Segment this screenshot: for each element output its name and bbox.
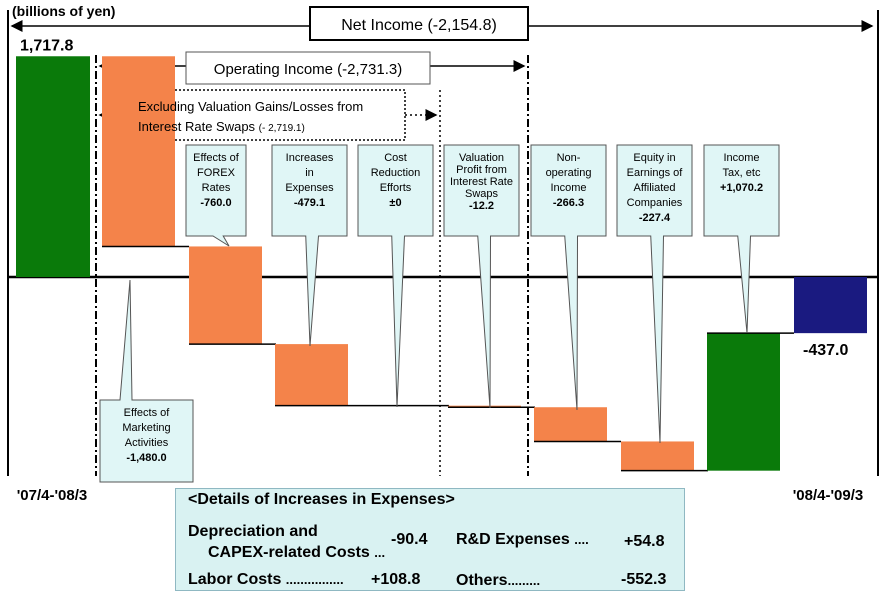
callout-value: -227.4: [639, 212, 671, 224]
callout-label: Cost: [384, 152, 407, 164]
callout-label: Non-: [557, 152, 581, 164]
bar-step-5: [448, 405, 521, 408]
callout-7: Equity in Earnings of Affiliated Companies -…: [616, 144, 693, 444]
operating-income-box: [185, 51, 431, 85]
callout-label: Activities: [125, 437, 169, 449]
callout-label: FOREX: [197, 167, 236, 179]
callout-value: +1,070.2: [720, 182, 763, 194]
bar-step-1: [102, 56, 175, 247]
callout-2: Effects of FOREX Rates -760.0: [185, 144, 247, 247]
bar-start: [16, 56, 90, 278]
rd-value: +54.8: [624, 533, 665, 550]
others-label: Others.........: [456, 572, 541, 589]
callout-value: ±0: [389, 197, 401, 209]
expense-details-panel: <Details of Increases in Expenses> Depre…: [175, 488, 685, 591]
callout-label: Profit from: [456, 164, 507, 176]
callout-label: Companies: [627, 197, 683, 209]
unit-label: (billions of yen): [12, 3, 115, 19]
callout-label: Swaps: [465, 188, 499, 200]
bar-step-3: [275, 344, 348, 406]
callout-label: Interest Rate: [450, 176, 513, 188]
callout-1: Effects of Marketing Activities -1,480.0: [99, 279, 194, 483]
labor-label: Labor Costs ................: [188, 571, 344, 588]
callout-label: Marketing: [122, 422, 170, 434]
callout-label: Valuation: [459, 152, 504, 164]
callout-label: in: [305, 167, 314, 179]
callout-label: operating: [546, 167, 592, 179]
operating-income-label: Operating Income (-2,731.3): [214, 61, 402, 78]
end-value-label: -437.0: [803, 342, 848, 359]
rd-label: R&D Expenses ....: [456, 531, 589, 548]
callout-label: Tax, etc: [723, 167, 761, 179]
callout-label: Increases: [286, 152, 334, 164]
callout-label: Income: [723, 152, 759, 164]
callout-value: -1,480.0: [126, 452, 166, 464]
net-income-label: Net Income (-2,154.8): [341, 17, 497, 34]
excluding-label-2: Interest Rate Swaps (- 2,719.1): [138, 119, 305, 134]
bar-step-7: [621, 441, 694, 471]
start-value-label: 1,717.8: [20, 37, 73, 54]
callout-label: Income: [550, 182, 586, 194]
details-title: <Details of Increases in Expenses>: [188, 491, 455, 508]
depreciation-label: Depreciation and: [188, 523, 318, 540]
callout-label: Effects of: [124, 407, 171, 419]
depreciation-value: -90.4: [391, 531, 428, 548]
bar-step-2: [189, 246, 262, 345]
others-value: -552.3: [621, 571, 667, 588]
callout-value: -266.3: [553, 197, 584, 209]
callout-4: Cost Reduction Efforts ±0: [357, 144, 434, 408]
excluding-label-1: Excluding Valuation Gains/Losses from: [138, 99, 363, 114]
labor-value: +108.8: [371, 571, 421, 588]
depreciation-label-2: CAPEX-related Costs ...: [208, 544, 386, 561]
callout-3: Increases in Expenses -479.1: [271, 144, 348, 347]
callout-value: -479.1: [294, 197, 325, 209]
bar-step-6: [534, 407, 607, 442]
start-category-label: '07/4-'08/3: [17, 487, 88, 504]
callout-label: Affiliated: [634, 182, 676, 194]
callout-label: Reduction: [371, 167, 421, 179]
bar-step-8: [707, 333, 780, 471]
callout-6: Non-operating Income -266.3: [530, 144, 607, 411]
callout-8: Income Tax, etc +1,070.2: [703, 144, 780, 334]
net-income-box: [309, 6, 529, 41]
bar-end: [794, 277, 867, 334]
end-category-label: '08/4-'09/3: [793, 487, 864, 504]
callout-label: Rates: [202, 182, 231, 194]
callout-label: Efforts: [380, 182, 412, 194]
callout-label: Equity in: [633, 152, 675, 164]
callout-value: -12.2: [469, 200, 494, 212]
callout-label: Expenses: [285, 182, 334, 194]
callout-value: -760.0: [200, 197, 231, 209]
callout-label: Effects of: [193, 152, 240, 164]
callout-label: Earnings of: [627, 167, 684, 179]
